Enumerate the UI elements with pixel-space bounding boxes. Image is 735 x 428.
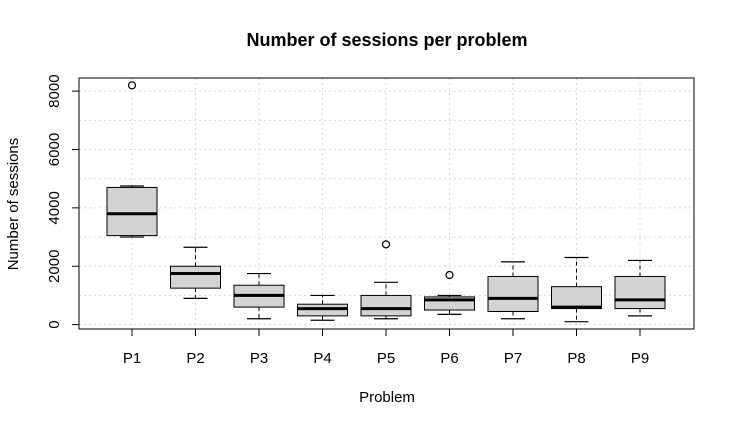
iqr-box: [360, 294, 412, 317]
x-tick-label: P5: [377, 350, 395, 367]
box-series: [106, 81, 666, 323]
outlier-point: [381, 240, 391, 249]
outlier-point: [445, 270, 454, 280]
box-p4: [297, 294, 348, 321]
box-p8: [551, 256, 602, 323]
iqr-box: [614, 275, 666, 310]
box-p7: [487, 261, 539, 320]
box-p1: [106, 81, 158, 238]
box-p6: [424, 270, 475, 316]
y-tick-label: 4000: [46, 191, 63, 224]
x-axis: P1 P2 P3 P4 P5 P6 P7 P8 P9: [123, 329, 649, 367]
y-axis-label: Number of sessions: [5, 138, 22, 271]
y-tick-label: 8000: [46, 74, 63, 107]
x-tick-label: P1: [123, 350, 141, 367]
box-p5: [360, 240, 412, 320]
y-tick-label: 0: [46, 320, 63, 328]
chart-title: Number of sessions per problem: [246, 30, 527, 50]
iqr-box: [487, 275, 539, 312]
x-tick-label: P3: [250, 350, 268, 367]
y-axis: 0 2000 4000 6000 8000: [46, 74, 79, 329]
y-tick-label: 2000: [46, 250, 63, 283]
x-tick-label: P6: [440, 350, 458, 367]
x-tick-label: P2: [186, 350, 204, 367]
x-tick-label: P8: [567, 350, 585, 367]
iqr-box: [106, 186, 158, 237]
outlier-point: [127, 81, 137, 90]
y-tick-label: 6000: [46, 133, 63, 166]
iqr-box: [170, 265, 221, 289]
x-tick-label: P7: [504, 350, 522, 367]
box-p9: [614, 259, 666, 317]
iqr-box: [551, 286, 602, 310]
x-tick-label: P4: [313, 350, 331, 367]
x-axis-label: Problem: [359, 389, 415, 406]
x-tick-label: P9: [631, 350, 649, 367]
box-p3: [233, 272, 285, 320]
grid-lines: [79, 78, 694, 329]
box-p2: [170, 246, 221, 299]
